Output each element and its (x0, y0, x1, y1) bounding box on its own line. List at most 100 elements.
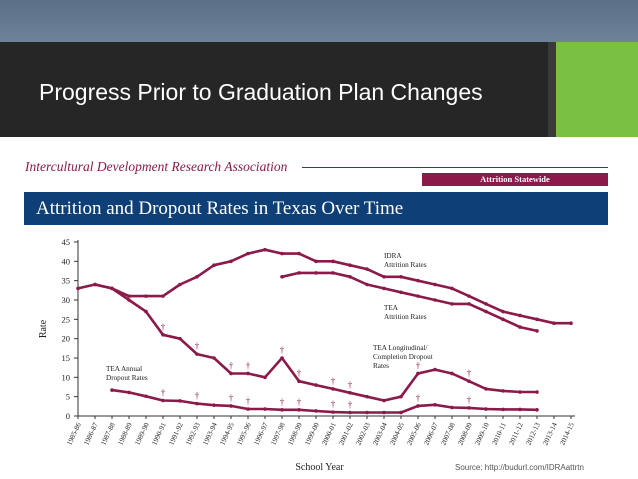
tea-attrition-point (280, 275, 284, 279)
x-tick-label: 2005-06 (405, 421, 423, 446)
y-tick-label: 40 (62, 256, 71, 266)
y-tick-label: 15 (62, 353, 71, 363)
x-tick-label: 1999-00 (303, 421, 321, 446)
tea-longitudinal-dropout-point (144, 309, 148, 314)
dagger-mark: † (331, 399, 336, 409)
tea-longitudinal-dropout-point (518, 390, 522, 394)
idra-attrition-point (229, 259, 233, 264)
y-tick-label: 25 (62, 314, 71, 324)
x-tick-label: 1993-94 (201, 421, 219, 446)
tea-annual-dropout-point (467, 406, 471, 410)
tea-annual-dropout-point (314, 409, 318, 413)
chart-title: Attrition and Dropout Rates in Texas Ove… (36, 198, 404, 219)
tea-attrition-line (281, 271, 538, 333)
idra-attrition-point (178, 282, 182, 287)
tea-annual-dropout-point (280, 408, 284, 412)
tea-longitudinal-dropout-point (348, 391, 352, 395)
idra-attrition-point (263, 247, 267, 252)
idra-attrition-point (518, 313, 522, 318)
dagger-mark: † (280, 345, 285, 355)
idra-attrition-label: IDRA (384, 252, 402, 260)
y-axis-label: Rate (38, 319, 49, 338)
x-tick-label: 2004-05 (388, 421, 406, 446)
idra-attrition-point (76, 286, 80, 291)
tea-annual-dropout-point (263, 407, 267, 411)
tea-annual-dropout-point (399, 410, 403, 415)
tea-longitudinal-dropout-point (450, 371, 454, 376)
tea-attrition-point (365, 282, 369, 287)
x-tick-label: 1986-87 (82, 421, 100, 446)
x-axis-label: School Year (295, 462, 344, 473)
tea-attrition-point (450, 302, 454, 306)
tea-longitudinal-dropout-point (161, 333, 165, 337)
tea-annual-dropout-point (382, 410, 386, 415)
tea-attrition-label: Attrition Rates (384, 313, 427, 321)
tea-annual-dropout-line (111, 388, 538, 414)
tea-annual-dropout-point (433, 402, 437, 407)
tea-longitudinal-dropout-line (94, 283, 537, 402)
tea-annual-dropout-point (348, 410, 352, 415)
x-tick-label: 1989-90 (133, 421, 151, 446)
tea-annual-dropout-point (178, 399, 182, 403)
tea-annual-dropout-point (144, 394, 148, 399)
tea-longitudinal-dropout-point (195, 352, 199, 356)
tea-longitudinal-dropout-point (127, 298, 131, 302)
idra-attrition-point (212, 263, 216, 268)
tea-annual-dropout-point (365, 410, 369, 415)
tea-longitudinal-dropout-label: Completion Dropout (373, 353, 433, 361)
tea-annual-dropout-point (161, 398, 165, 403)
tea-longitudinal-dropout-point (484, 387, 488, 391)
tea-annual-dropout-label: Dropout Rates (106, 374, 148, 382)
tea-longitudinal-dropout-point (501, 389, 505, 393)
idra-attrition-point (569, 321, 573, 326)
x-tick-label: 1995-96 (235, 421, 253, 446)
dagger-mark: † (297, 397, 302, 407)
x-tick-label: 1991-92 (167, 421, 185, 446)
tea-annual-dropout-point (195, 401, 199, 406)
tea-longitudinal-dropout-point (178, 336, 182, 341)
tea-annual-dropout-point (229, 404, 233, 408)
organization-name: Intercultural Development Research Assoc… (25, 159, 288, 174)
tea-annual-dropout-point (535, 408, 539, 412)
tea-annual-dropout-point (110, 388, 114, 392)
tea-longitudinal-dropout-point (212, 356, 216, 360)
idra-attrition-line (77, 248, 571, 325)
x-tick-label: 1990-91 (150, 421, 168, 446)
tea-longitudinal-dropout-point (331, 387, 335, 391)
tea-attrition-point (297, 271, 301, 275)
top-band (0, 0, 638, 42)
y-tick-label: 5 (66, 392, 70, 402)
tea-longitudinal-dropout-point (229, 371, 233, 376)
tea-annual-dropout-point (501, 407, 505, 412)
idra-attrition-point (144, 294, 148, 298)
dagger-mark: † (161, 388, 166, 398)
dagger-mark: † (331, 376, 336, 386)
chart-figure: Intercultural Development Research Assoc… (0, 145, 638, 479)
idra-attrition-point (416, 278, 420, 283)
dagger-mark: † (246, 396, 251, 406)
tea-attrition-point (467, 302, 471, 306)
dagger-mark: † (229, 360, 234, 370)
tea-longitudinal-dropout-point (110, 286, 114, 291)
idra-attrition-point (382, 275, 386, 279)
tea-attrition-point (416, 294, 420, 298)
tea-annual-dropout-point (416, 404, 420, 408)
tea-annual-dropout-label: TEA Annual (106, 365, 142, 373)
idra-attrition-point (331, 259, 335, 264)
idra-attrition-point (161, 294, 165, 298)
y-tick-label: 0 (66, 411, 70, 421)
x-tick-label: 1998-99 (286, 421, 304, 446)
dagger-mark: † (229, 393, 234, 403)
tea-attrition-point (535, 329, 539, 333)
attrition-badge: Attrition Statewide (422, 173, 608, 186)
tea-attrition-point (484, 309, 488, 314)
dagger-mark: † (280, 397, 285, 407)
tea-longitudinal-dropout-point (314, 383, 318, 387)
tea-longitudinal-dropout-point (280, 356, 284, 360)
idra-attrition-point (501, 309, 505, 314)
x-tick-label: 1985-86 (65, 421, 83, 446)
header-rule (302, 167, 608, 168)
dagger-mark: † (195, 391, 200, 401)
tea-attrition-label: TEA (384, 304, 399, 312)
